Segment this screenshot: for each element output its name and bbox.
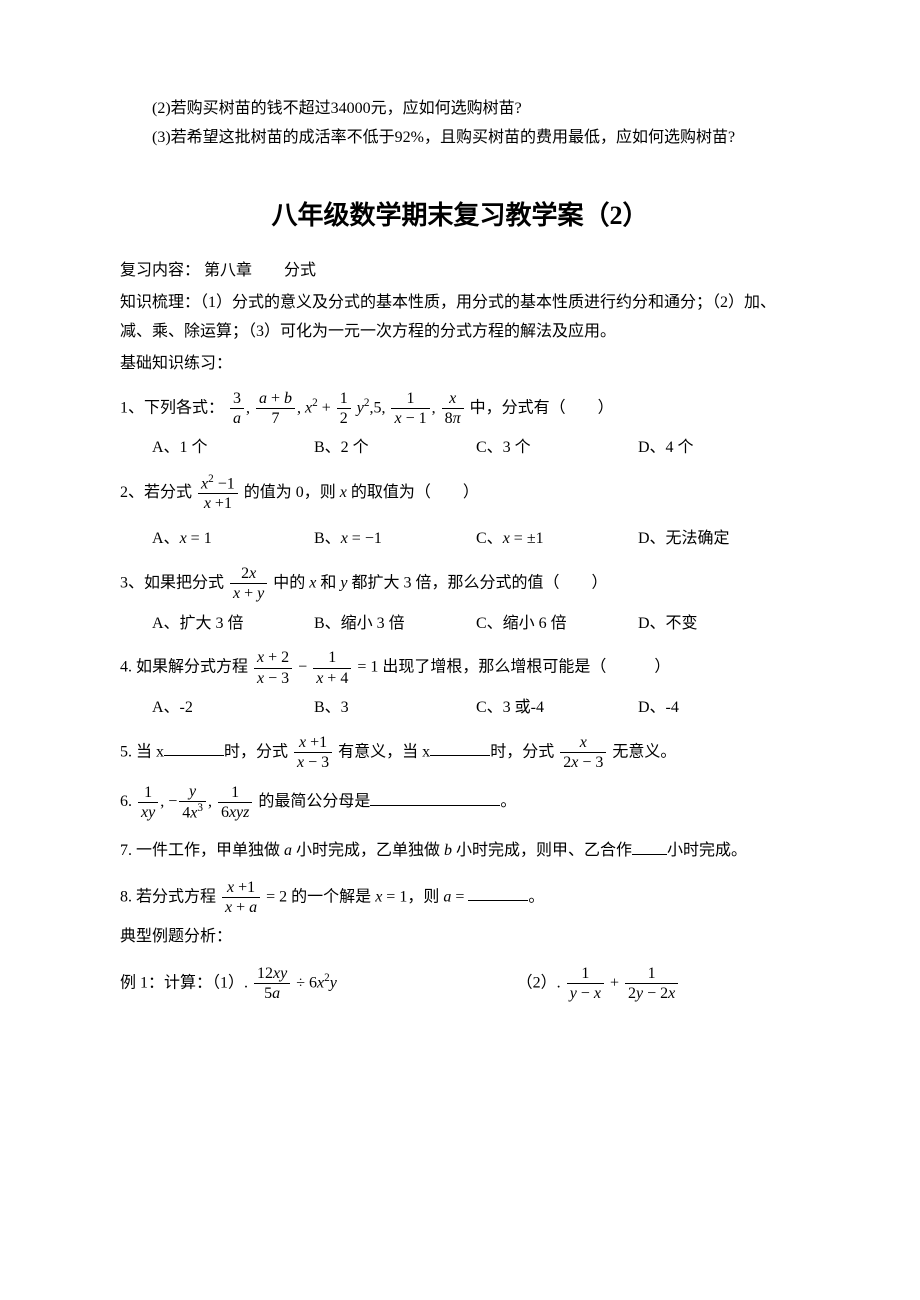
q7-suffix: 小时完成。 — [667, 842, 747, 859]
q1-options: A、1 个 B、2 个 C、3 个 D、4 个 — [120, 434, 800, 463]
q6-prefix: 6. — [120, 793, 132, 810]
review-content: 复习内容： 第八章 分式 — [120, 257, 800, 286]
q4-optD: D、-4 — [638, 694, 800, 723]
question-3: 3、如果把分式 2xx + y 中的 x 和 y 都扩大 3 倍，那么分式的值（… — [120, 564, 800, 603]
knowledge-section: 知识梳理：（1）分式的意义及分式的基本性质，用分式的基本性质进行约分和通分；（2… — [120, 289, 800, 347]
q4-optB: B、3 — [314, 694, 476, 723]
example-1-1: 例 1：计算：（1）. 12xy5a ÷ 6x2y — [120, 964, 517, 1003]
q4-suffix: = 1 出现了增根，那么增根可能是（ ） — [357, 659, 670, 676]
q2-mid: 的值为 0，则 — [244, 484, 336, 501]
q5-mid3: 时，分式 — [490, 743, 554, 760]
q7-mid2: 小时完成，则甲、乙合作 — [456, 842, 632, 859]
question-6: 6. 1xy, −y4x3, 16xyz 的最简公分母是。 — [120, 782, 800, 823]
page-title: 八年级数学期末复习教学案（2） — [120, 193, 800, 240]
knowledge-value: （1）分式的意义及分式的基本性质，用分式的基本性质进行约分和通分；（2）加、减、… — [120, 294, 776, 340]
q2-options: A、x = 1 B、x = −1 C、x = ±1 D、无法确定 — [120, 525, 800, 554]
question-5: 5. 当 x时，分式 x +1x − 3 有意义，当 x时，分式 x2x − 3… — [120, 733, 800, 772]
ex2-prefix: （2）. — [517, 974, 561, 991]
q2-var: x — [340, 484, 347, 501]
q1-optD: D、4 个 — [638, 434, 800, 463]
q3-options: A、扩大 3 倍 B、缩小 3 倍 C、缩小 6 倍 D、不变 — [120, 610, 800, 639]
knowledge-label: 知识梳理： — [120, 294, 200, 311]
ex1-prefix: 例 1：计算：（1）. — [120, 974, 248, 991]
q1-optC: C、3 个 — [476, 434, 638, 463]
q3-mid3: 都扩大 3 倍，那么分式的值（ ） — [352, 575, 608, 592]
q4-options: A、-2 B、3 C、3 或-4 D、-4 — [120, 694, 800, 723]
q3-mid1: 中的 — [273, 575, 305, 592]
question-4: 4. 如果解分式方程 x + 2x − 3 − 1x + 4 = 1 出现了增根… — [120, 648, 800, 687]
q4-optC: C、3 或-4 — [476, 694, 638, 723]
content-label: 复习内容： — [120, 262, 200, 279]
ex1-div: ÷ 6 — [296, 974, 317, 991]
example-1-row: 例 1：计算：（1）. 12xy5a ÷ 6x2y （2）. 1y − x + … — [120, 964, 800, 1003]
q3-optC: C、缩小 6 倍 — [476, 610, 638, 639]
content-value: 第八章 分式 — [204, 262, 316, 279]
q5-mid2: 有意义，当 x — [338, 743, 430, 760]
q7-mid1: 小时完成，乙单独做 — [296, 842, 440, 859]
q2-optD: D、无法确定 — [638, 525, 800, 554]
q2-suffix: 的取值为（ ） — [351, 484, 479, 501]
question-8: 8. 若分式方程 x +1x + a = 2 的一个解是 x = 1，则 a =… — [120, 878, 800, 917]
q1-suffix: 中，分式有（ ） — [470, 399, 614, 416]
q3-optD: D、不变 — [638, 610, 800, 639]
question-2: 2、若分式 x2 −1x +1 的值为 0，则 x 的取值为（ ） — [120, 473, 800, 514]
question-7: 7. 一件工作，甲单独做 a 小时完成，乙单独做 b 小时完成，则甲、乙合作小时… — [120, 833, 800, 868]
q3-optA: A、扩大 3 倍 — [152, 610, 314, 639]
q3-optB: B、缩小 3 倍 — [314, 610, 476, 639]
q5-prefix: 5. 当 x — [120, 743, 164, 760]
q6-suffix: 的最简公分母是 — [258, 793, 370, 810]
q8-mid2: ，则 — [407, 888, 439, 905]
basic-practice-label: 基础知识练习： — [120, 350, 800, 379]
q8-mid1: = 2 的一个解是 — [266, 888, 371, 905]
q4-prefix: 4. 如果解分式方程 — [120, 659, 248, 676]
q1-optA: A、1 个 — [152, 434, 314, 463]
q6-end: 。 — [500, 793, 516, 810]
q2-optC: C、x = ±1 — [476, 525, 638, 554]
q1-prefix: 1、下列各式： — [120, 399, 224, 416]
q1-optB: B、2 个 — [314, 434, 476, 463]
question-1: 1、下列各式： 3a, a + b7, x2 + 12 y2,5, 1x − 1… — [120, 389, 800, 428]
q2-prefix: 2、若分式 — [120, 484, 192, 501]
q4-optA: A、-2 — [152, 694, 314, 723]
blank — [468, 885, 528, 901]
q8-suffix: 。 — [528, 888, 544, 905]
q7-prefix: 7. 一件工作，甲单独做 — [120, 842, 280, 859]
prev-question-3: (3)若希望这批树苗的成活率不低于92%，且购买树苗的费用最低，应如何选购树苗? — [120, 124, 800, 153]
blank — [370, 790, 500, 806]
q5-mid1: 时，分式 — [224, 743, 288, 760]
blank — [632, 839, 667, 855]
blank — [430, 740, 490, 756]
q5-suffix: 无意义。 — [612, 743, 676, 760]
q8-prefix: 8. 若分式方程 — [120, 888, 216, 905]
examples-label: 典型例题分析： — [120, 923, 800, 952]
q2-optB: B、x = −1 — [314, 525, 476, 554]
q3-mid2: 和 — [320, 575, 336, 592]
q3-prefix: 3、如果把分式 — [120, 575, 224, 592]
q2-optA: A、x = 1 — [152, 525, 314, 554]
blank — [164, 740, 224, 756]
prev-question-2: (2)若购买树苗的钱不超过34000元，应如何选购树苗? — [120, 95, 800, 124]
example-1-2: （2）. 1y − x + 12y − 2x — [517, 964, 800, 1003]
